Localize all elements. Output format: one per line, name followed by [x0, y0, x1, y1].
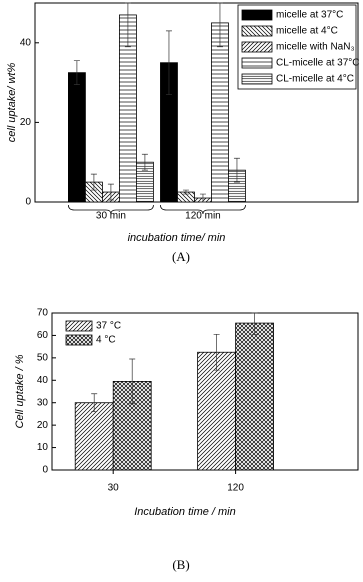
y-tick-label: 0 — [25, 197, 31, 208]
y-tick-label: 40 — [37, 375, 49, 386]
legend-swatch — [241, 41, 273, 53]
y-tick-label: 30 — [37, 397, 49, 408]
error-bar — [216, 2, 223, 48]
y-tick-label: 20 — [37, 420, 49, 431]
y-tick-label: 60 — [37, 330, 49, 341]
y-axis-label: cell uptake/ wt% — [6, 63, 18, 143]
x-tick-label: 120 — [227, 483, 244, 494]
legend-swatch — [241, 57, 273, 69]
y-tick-label: 20 — [20, 117, 32, 128]
legend-label: CL-micelle at 37°C — [276, 58, 359, 69]
y-tick-label: 0 — [42, 465, 48, 476]
error-bar — [182, 189, 189, 195]
y-tick-label: 40 — [20, 37, 32, 48]
error-bar — [213, 333, 220, 371]
x-axis-label: incubation time/ min — [128, 232, 226, 244]
x-tick-label: 30 min — [96, 211, 126, 222]
legend-swatch — [241, 25, 273, 37]
legend-label: 37 °C — [96, 321, 121, 332]
error-bar — [91, 393, 98, 413]
legend-label: CL-micelle at 4°C — [276, 74, 354, 85]
error-bar — [107, 183, 114, 201]
panel-caption: (B) — [172, 557, 189, 572]
error-bar — [199, 193, 206, 203]
category-brace — [68, 204, 154, 215]
legend-label: micelle at 37°C — [276, 10, 343, 21]
bar — [74, 402, 114, 471]
error-bar — [90, 173, 97, 191]
bar — [197, 351, 237, 471]
error-bar — [73, 60, 80, 85]
error-bar — [129, 358, 136, 405]
x-axis-label: Incubation time / min — [134, 506, 236, 518]
error-bar — [124, 2, 131, 48]
x-tick-label: 30 — [108, 483, 120, 494]
y-tick-label: 10 — [37, 442, 49, 453]
x-tick-label: 120 min — [185, 211, 221, 222]
y-tick-label: 50 — [37, 352, 49, 363]
bar — [235, 322, 275, 471]
legend-label: 4 °C — [96, 335, 116, 346]
legend-label: micelle with NaN₃ — [276, 42, 355, 53]
error-bar — [233, 157, 240, 183]
legend-swatch — [65, 334, 93, 346]
y-axis-label: Cell uptake / % — [14, 354, 26, 428]
error-bar — [141, 153, 148, 171]
legend-swatch — [65, 320, 93, 332]
legend-swatch — [241, 73, 273, 85]
error-bar — [251, 312, 258, 335]
legend-label: micelle at 4°C — [276, 26, 338, 37]
panel-caption: (A) — [172, 249, 190, 264]
bar — [68, 72, 86, 203]
category-brace — [160, 204, 246, 215]
legend-swatch — [241, 9, 273, 21]
y-tick-label: 70 — [37, 308, 49, 319]
error-bar — [165, 30, 172, 95]
bar — [211, 22, 229, 203]
